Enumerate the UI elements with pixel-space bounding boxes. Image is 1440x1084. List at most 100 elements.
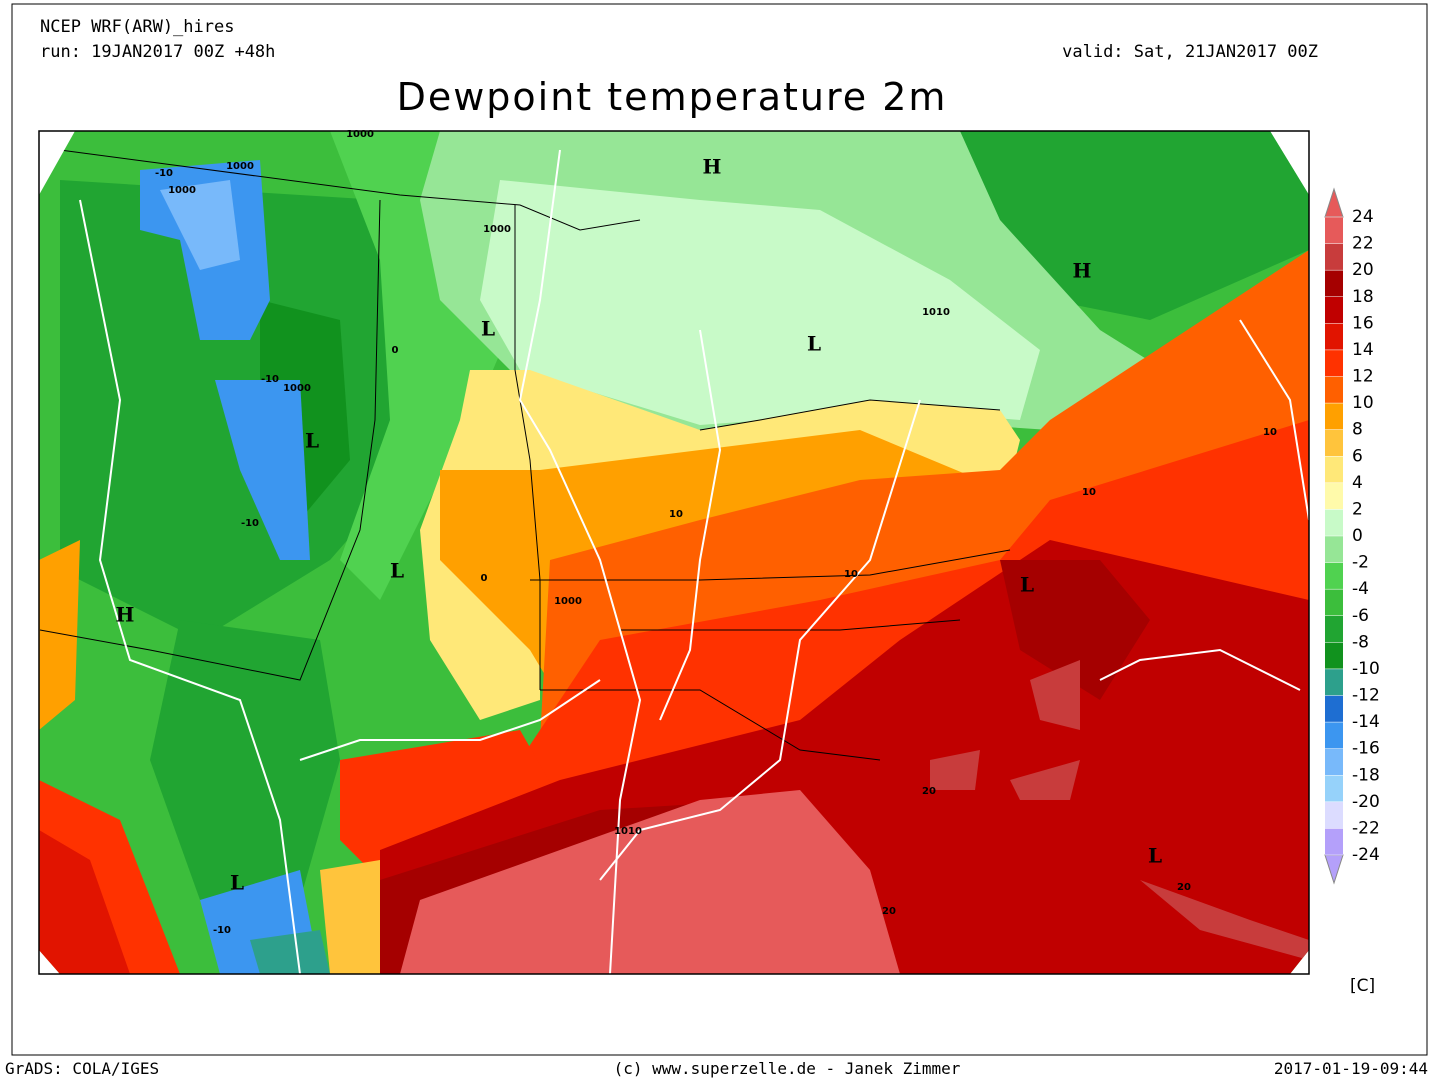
colorbar-band <box>1325 349 1343 377</box>
title: Dewpoint temperature 2m <box>397 75 948 119</box>
map-frame <box>38 130 1310 975</box>
contour-label: 1000 <box>554 596 582 607</box>
field <box>215 380 310 560</box>
colorbar-label: -20 <box>1352 792 1380 812</box>
footer-center: (c) www.superzelle.de - Janek Zimmer <box>614 1059 961 1078</box>
colorbar-label: -4 <box>1352 579 1369 599</box>
colorbar-label: 22 <box>1352 234 1374 254</box>
isobar <box>299 679 601 761</box>
contour-label: 20 <box>882 906 896 917</box>
pressure-center: L <box>1020 573 1034 597</box>
pressure-center: H <box>1073 259 1092 283</box>
border <box>514 205 541 690</box>
footer-right: 2017-01-19-09:44 <box>1274 1059 1428 1078</box>
contour-label: -10 <box>261 374 279 385</box>
colorbar-label: -22 <box>1352 818 1380 838</box>
contour-label: 0 <box>392 345 399 356</box>
colorbar-band <box>1325 482 1343 510</box>
footer-left: GrADS: COLA/IGES <box>5 1059 159 1078</box>
field <box>340 730 560 880</box>
pressure-center: L <box>481 317 495 341</box>
colorbar-band <box>1325 217 1343 244</box>
colorbar-label: -18 <box>1352 765 1380 785</box>
colorbar-label: -10 <box>1352 659 1380 679</box>
colorbar-band <box>1325 668 1343 696</box>
contour-label: 1010 <box>922 307 950 318</box>
colorbar-band <box>1325 801 1343 829</box>
border <box>699 399 1001 431</box>
field <box>39 830 130 974</box>
contour-label: 0 <box>481 573 488 584</box>
isobar <box>1239 319 1309 521</box>
colorbar-band <box>1325 403 1343 430</box>
colorbar-label: -8 <box>1352 632 1369 652</box>
pressure-center: L <box>390 559 404 583</box>
field <box>480 180 1040 425</box>
isobar <box>599 399 921 881</box>
field <box>520 420 1309 820</box>
field <box>900 131 1309 320</box>
model-name: NCEP WRF(ARW)_hires <box>40 17 234 37</box>
contour-label: 10 <box>669 509 683 520</box>
field <box>320 860 380 974</box>
colorbar-label: -2 <box>1352 553 1369 573</box>
colorbar-label: -6 <box>1352 606 1369 626</box>
map <box>39 131 1309 974</box>
colorbar-label: 14 <box>1352 340 1374 360</box>
colorbar-band <box>1325 243 1343 271</box>
colorbar-label: -14 <box>1352 712 1380 732</box>
contour-label: 1000 <box>346 129 374 140</box>
colorbar-label: 6 <box>1352 446 1363 466</box>
field <box>930 750 980 790</box>
pressure-center: H <box>116 603 135 627</box>
contour-label: 1000 <box>168 185 196 196</box>
colorbar-band <box>1325 376 1343 404</box>
colorbar-label: -24 <box>1352 845 1380 865</box>
colorbar-label: 2 <box>1352 499 1363 519</box>
field <box>39 540 80 730</box>
colorbar-band <box>1325 695 1343 723</box>
colorbar-band <box>1325 828 1343 855</box>
colorbar-band <box>1325 429 1343 457</box>
colorbar-label: 10 <box>1352 393 1374 413</box>
colorbar-label: 20 <box>1352 260 1374 280</box>
colorbar-band <box>1325 270 1343 297</box>
colorbar-label: 4 <box>1352 473 1363 493</box>
contour-label: -10 <box>241 518 259 529</box>
pressure-center: L <box>305 429 319 453</box>
run-info: run: 19JAN2017 00Z +48h <box>40 42 275 62</box>
valid-info: valid: Sat, 21JAN2017 00Z <box>1062 42 1318 62</box>
contour-label: 10 <box>844 569 858 580</box>
isobar <box>1099 648 1301 691</box>
colorbar-label: 8 <box>1352 420 1363 440</box>
field <box>1030 660 1080 730</box>
field <box>150 620 340 900</box>
pressure-center: H <box>703 155 722 179</box>
border <box>59 149 641 231</box>
contour-label: 10 <box>1082 487 1096 498</box>
colorbar-band <box>1325 323 1343 350</box>
pressure-center: L <box>1148 844 1162 868</box>
colorbar-band <box>1325 748 1343 776</box>
contour-label: 1000 <box>283 383 311 394</box>
colorbar-band <box>1325 615 1343 643</box>
contour-labels: 1000 1000 1000 1000 1000 1010 1010 1000 … <box>155 129 1277 936</box>
contour-label: 20 <box>1177 882 1191 893</box>
border <box>530 549 1011 581</box>
colorbar-label: 16 <box>1352 313 1374 333</box>
isobar <box>659 329 722 721</box>
contour-label: 1000 <box>483 224 511 235</box>
contour-label: 10 <box>1263 427 1277 438</box>
colorbar-label: -16 <box>1352 739 1380 759</box>
border <box>620 619 961 631</box>
colorbar-band <box>1325 562 1343 590</box>
colorbar-label: 12 <box>1352 367 1374 387</box>
contour-label: -10 <box>155 168 173 179</box>
colorbar-band <box>1325 642 1343 669</box>
field <box>400 790 900 974</box>
contour-label: 20 <box>922 786 936 797</box>
field <box>1000 560 1150 700</box>
colorbar-band <box>1325 536 1343 563</box>
field <box>160 180 240 270</box>
contour-label: 1000 <box>226 161 254 172</box>
